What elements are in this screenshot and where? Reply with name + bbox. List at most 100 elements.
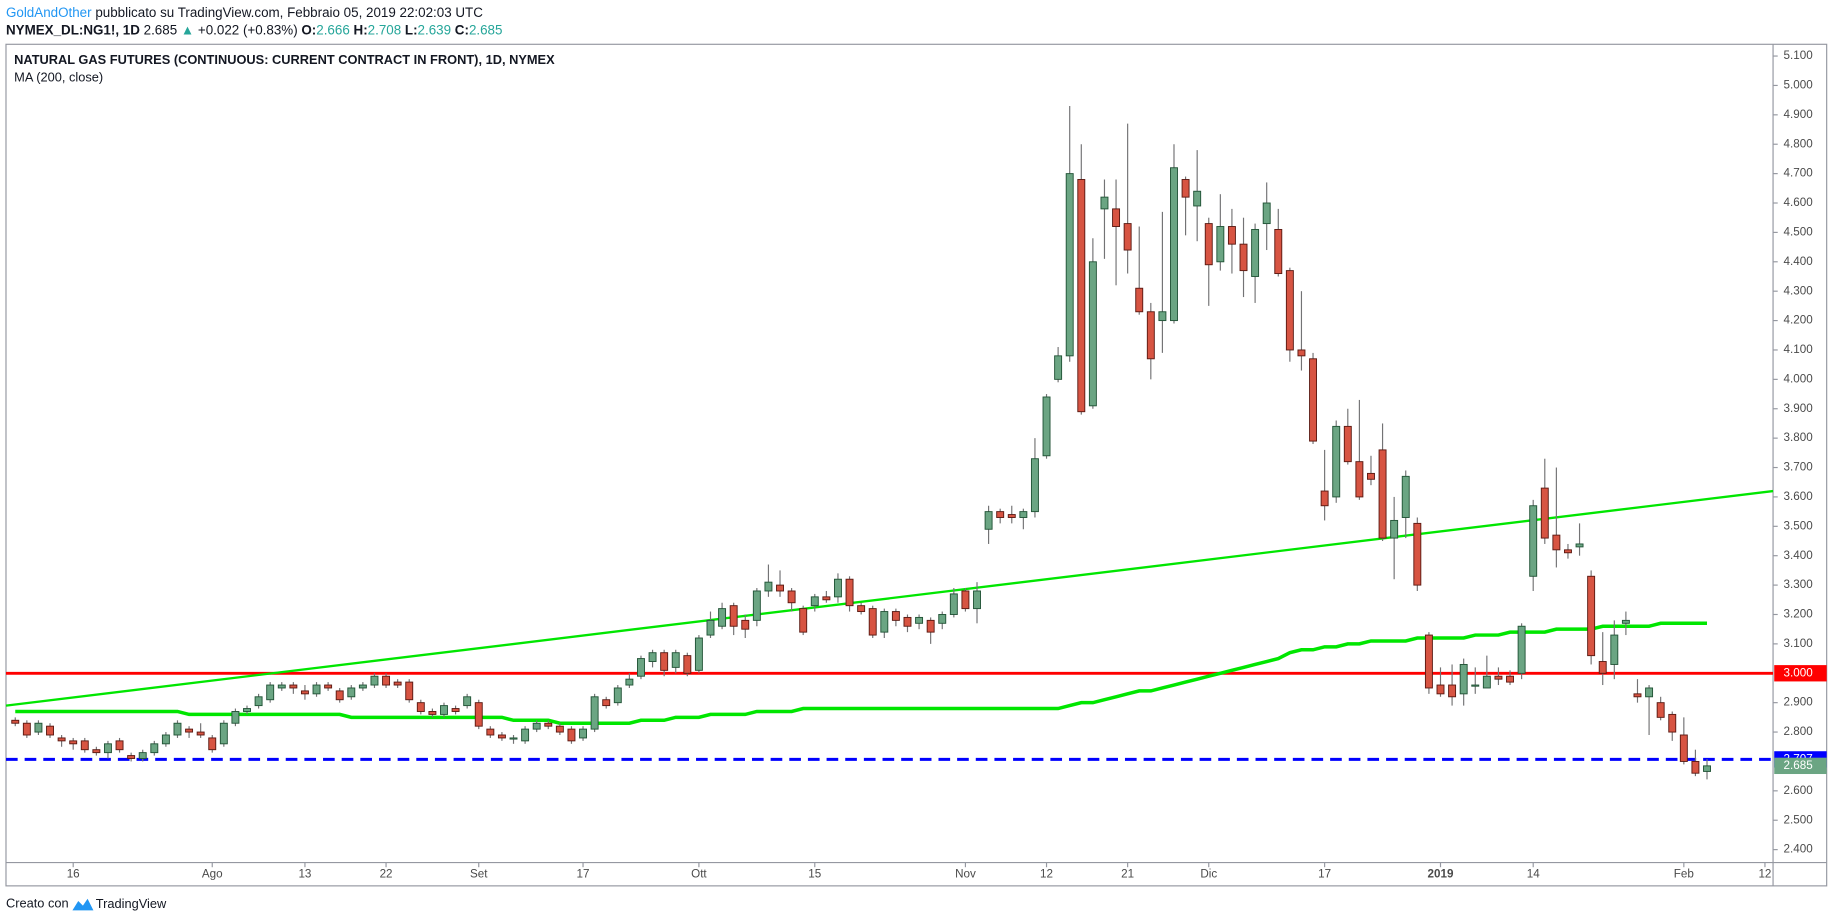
y-tick-label: 4.900 [1784, 108, 1814, 121]
x-tick-label: 22 [380, 867, 393, 880]
axes: 2.400 2.500 2.600 2.800 2.900 3.100 3.200 3.300… [67, 49, 1827, 880]
candle-body [428, 711, 437, 715]
candle-body [1378, 449, 1387, 539]
candle-body [358, 684, 367, 689]
candle-body [1309, 358, 1318, 442]
candle-body [1575, 543, 1584, 548]
candle-body [405, 681, 414, 701]
y-tick-label: 4.200 [1784, 314, 1814, 327]
last-price-label: 2.685 [1784, 759, 1813, 772]
y-tick-label: 4.000 [1784, 372, 1814, 385]
candle-body [1401, 475, 1410, 518]
candle-body [231, 711, 240, 724]
candle-body [648, 652, 657, 662]
candle-body [243, 708, 251, 712]
candle-body [1146, 311, 1155, 360]
c-label: C: [455, 22, 469, 37]
candle-body [1529, 505, 1538, 577]
y-tick-label: 4.400 [1784, 255, 1814, 268]
o-value: 2.666 [316, 22, 350, 37]
l-value: 2.639 [418, 22, 452, 37]
candle-body [92, 749, 101, 754]
candle-body [729, 605, 738, 627]
candle-body [1007, 514, 1016, 518]
x-tick-label: 14 [1527, 867, 1540, 880]
candle-body [973, 590, 981, 610]
candle-body [1517, 625, 1526, 674]
y-tick-label: 2.500 [1784, 813, 1814, 826]
candle-body [370, 675, 379, 686]
y-tick-label: 5.100 [1784, 49, 1814, 62]
candle-body [949, 593, 958, 615]
candle-body [532, 722, 541, 730]
author[interactable]: GoldAndOther [6, 4, 92, 19]
candle-body [926, 619, 935, 633]
candle-body [961, 590, 970, 610]
candle-body [857, 605, 866, 613]
footer-brand[interactable]: TradingView [96, 896, 167, 911]
candle-body [219, 722, 228, 745]
c-value: 2.685 [469, 22, 503, 37]
candle-body [1436, 684, 1445, 695]
candle-body [1448, 684, 1457, 698]
candle-body [127, 755, 136, 759]
header-line-1: GoldAndOther pubblicato su TradingView.c… [6, 4, 483, 19]
y-tick-label: 4.300 [1784, 284, 1814, 297]
candle-body [80, 740, 89, 751]
candle-body [694, 637, 703, 671]
x-tick-label: 12 [1040, 867, 1053, 880]
candle-body [915, 616, 924, 624]
candle-body [1506, 675, 1514, 683]
x-tick-label: 21 [1121, 867, 1134, 880]
candle-body [161, 734, 170, 745]
candle-body [393, 681, 402, 686]
candle-body [1193, 190, 1202, 207]
candle-body [1494, 675, 1503, 680]
candle-body [11, 719, 20, 724]
y-tick-label: 3.400 [1784, 549, 1814, 562]
candle-body [833, 578, 842, 598]
candle-body [1274, 228, 1283, 275]
candle-body [1019, 511, 1028, 518]
candle-body [555, 725, 564, 733]
candle-body [1123, 223, 1132, 251]
arrow: ▲ [181, 22, 194, 37]
candle-body [185, 728, 194, 733]
candle-body [938, 614, 947, 624]
level-price-label: 3.000 [1784, 666, 1814, 679]
candle-body [1262, 202, 1271, 225]
candle-body [1297, 349, 1306, 357]
candle-body [335, 690, 344, 701]
x-tick-label: 12 [1758, 867, 1771, 880]
candle-body [1181, 179, 1190, 198]
x-tick-label: 16 [67, 867, 80, 880]
candle-body [845, 578, 854, 607]
candle-body [1633, 693, 1642, 698]
candle-body [1320, 490, 1329, 507]
candle-body [277, 684, 286, 689]
x-tick-label: Ott [691, 867, 707, 880]
footer: Creato con [6, 896, 69, 911]
candle-body [891, 611, 900, 621]
candle-body [1645, 687, 1654, 698]
footer-text: Creato con [6, 896, 69, 911]
x-tick-label: Ago [202, 867, 223, 880]
header-line-2: NYMEX_DL:NG1!, 1D 2.685 ▲ +0.022 (+0.83%… [6, 22, 502, 37]
y-tick-label: 4.500 [1784, 225, 1814, 238]
y-tick-label: 2.900 [1784, 696, 1814, 709]
candle-body [660, 652, 669, 671]
candle-body [1112, 208, 1121, 227]
candle-body [1088, 261, 1097, 407]
candle-body [324, 684, 333, 689]
candle-body [1042, 396, 1051, 457]
candle-body [1459, 663, 1468, 695]
candle-body [1239, 243, 1248, 272]
trend-line [5, 489, 1774, 707]
candle-body [1610, 634, 1619, 665]
candle-body [1621, 619, 1630, 624]
candle-body [150, 743, 159, 754]
candle-body [1332, 425, 1341, 498]
y-tick-label: 3.300 [1784, 578, 1814, 591]
candle-body [1563, 549, 1572, 554]
